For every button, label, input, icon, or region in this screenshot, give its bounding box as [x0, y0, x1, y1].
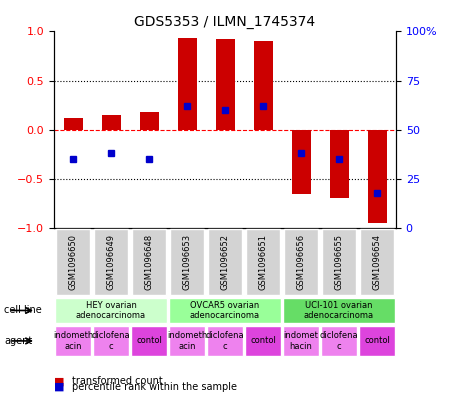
Text: ■: ■	[54, 376, 64, 386]
FancyBboxPatch shape	[132, 229, 166, 296]
Title: GDS5353 / ILMN_1745374: GDS5353 / ILMN_1745374	[135, 15, 315, 29]
Bar	[63, 118, 82, 130]
FancyBboxPatch shape	[170, 229, 204, 296]
Bar	[253, 41, 273, 130]
Bar	[329, 130, 348, 198]
FancyBboxPatch shape	[245, 326, 281, 356]
Text: agent: agent	[4, 336, 33, 346]
FancyBboxPatch shape	[207, 326, 243, 356]
FancyBboxPatch shape	[208, 229, 242, 296]
Text: GSM1096656: GSM1096656	[297, 234, 306, 290]
Text: contol: contol	[364, 336, 390, 345]
Text: GSM1096650: GSM1096650	[68, 234, 77, 290]
Bar	[368, 130, 387, 223]
Text: percentile rank within the sample: percentile rank within the sample	[72, 382, 237, 392]
FancyBboxPatch shape	[55, 298, 167, 323]
FancyBboxPatch shape	[169, 298, 281, 323]
Text: indomet
hacin: indomet hacin	[284, 331, 319, 351]
FancyBboxPatch shape	[169, 326, 205, 356]
FancyBboxPatch shape	[284, 229, 318, 296]
Text: GSM1096649: GSM1096649	[107, 234, 116, 290]
Bar	[177, 39, 197, 130]
Text: GSM1096655: GSM1096655	[334, 234, 343, 290]
Text: transformed count: transformed count	[72, 376, 163, 386]
FancyBboxPatch shape	[360, 229, 394, 296]
Text: GSM1096648: GSM1096648	[144, 234, 153, 290]
Text: GSM1096653: GSM1096653	[183, 234, 192, 290]
FancyBboxPatch shape	[55, 326, 91, 356]
Text: GSM1096654: GSM1096654	[373, 234, 382, 290]
Text: UCI-101 ovarian
adenocarcinoma: UCI-101 ovarian adenocarcinoma	[304, 301, 374, 320]
Text: ■: ■	[54, 382, 64, 392]
Text: contol: contol	[136, 336, 162, 345]
Text: diclofena
c: diclofena c	[92, 331, 130, 351]
Text: HEY ovarian
adenocarcinoma: HEY ovarian adenocarcinoma	[76, 301, 146, 320]
Text: diclofena
c: diclofena c	[206, 331, 244, 351]
FancyBboxPatch shape	[283, 298, 395, 323]
Bar	[102, 115, 121, 130]
Text: GSM1096652: GSM1096652	[220, 234, 230, 290]
FancyBboxPatch shape	[322, 229, 356, 296]
FancyBboxPatch shape	[131, 326, 167, 356]
Bar	[140, 112, 158, 130]
FancyBboxPatch shape	[246, 229, 280, 296]
FancyBboxPatch shape	[283, 326, 319, 356]
Text: indometh
acin: indometh acin	[167, 331, 207, 351]
Text: diclofena
c: diclofena c	[320, 331, 358, 351]
Text: OVCAR5 ovarian
adenocarcinoma: OVCAR5 ovarian adenocarcinoma	[190, 301, 260, 320]
FancyBboxPatch shape	[56, 229, 90, 296]
Text: GSM1096651: GSM1096651	[258, 234, 267, 290]
FancyBboxPatch shape	[359, 326, 395, 356]
Text: contol: contol	[250, 336, 276, 345]
Bar	[216, 39, 234, 130]
Text: indometh
acin: indometh acin	[53, 331, 93, 351]
Text: cell line: cell line	[4, 305, 42, 316]
FancyBboxPatch shape	[321, 326, 357, 356]
FancyBboxPatch shape	[93, 326, 129, 356]
Bar	[292, 130, 310, 194]
FancyBboxPatch shape	[94, 229, 128, 296]
